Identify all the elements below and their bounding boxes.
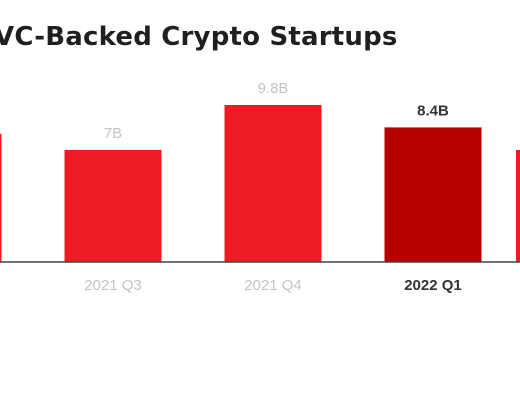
x-tick-label: 2021 Q3 (84, 277, 142, 294)
value-label: 7B (104, 125, 122, 142)
x-tick-label: 2021 Q4 (244, 277, 302, 294)
value-label: 9.8B (258, 80, 289, 97)
bar-2021-q3 (64, 149, 162, 262)
bar-2022-q1 (384, 127, 482, 263)
bar-2021-q4 (224, 105, 322, 262)
x-tick-label: 2022 Q1 (404, 277, 462, 294)
value-label: 8.4B (417, 102, 449, 119)
bar-2021-q2 (0, 133, 2, 262)
bars-group (0, 105, 520, 263)
bar-clipped-right (516, 150, 520, 262)
labels-group: 7B 2021 Q3 9.8B 2021 Q4 8.4B 2022 Q1 (84, 80, 462, 294)
chart-title: VC-Backed Crypto Startups (0, 22, 398, 52)
